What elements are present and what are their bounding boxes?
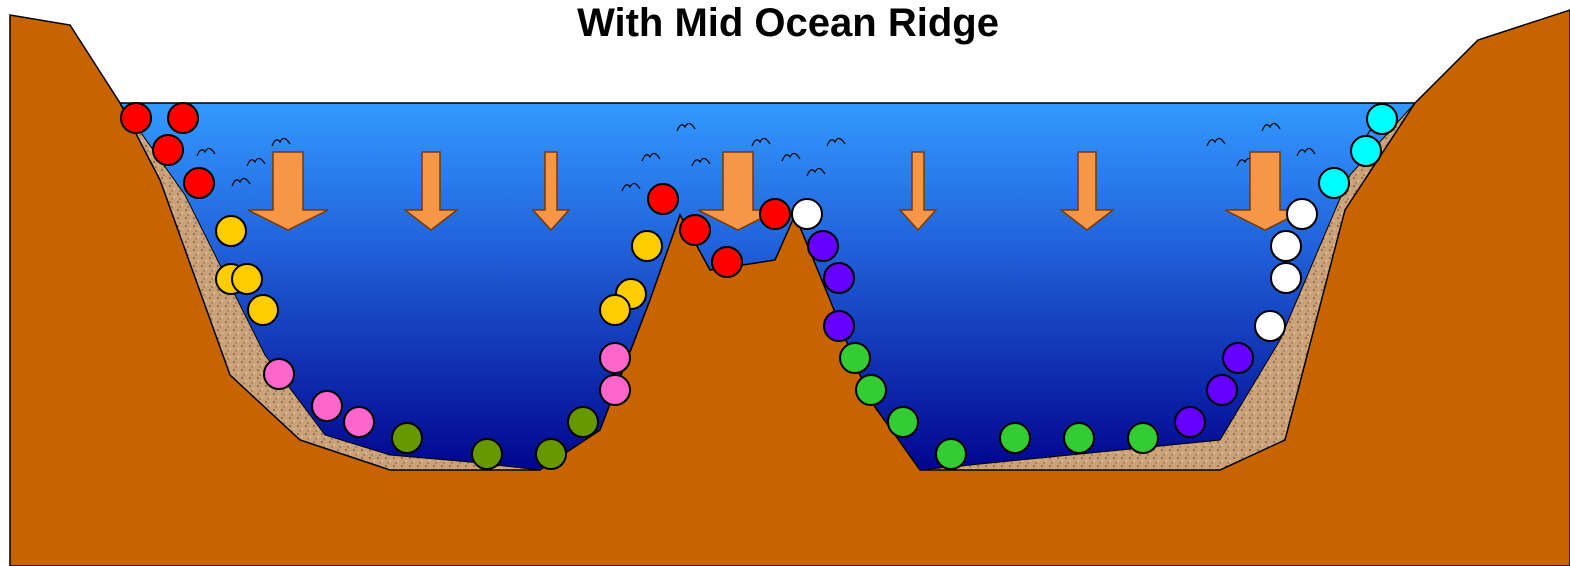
- organism-ball: [792, 199, 822, 229]
- organism-ball: [1271, 231, 1301, 261]
- organism-ball: [536, 439, 566, 469]
- organism-ball: [808, 231, 838, 261]
- organism-ball: [824, 263, 854, 293]
- organism-ball: [1175, 407, 1205, 437]
- organism-ball: [1271, 263, 1301, 293]
- organism-ball: [568, 407, 598, 437]
- organism-ball: [888, 407, 918, 437]
- organism-ball: [1319, 168, 1349, 198]
- organism-ball: [153, 135, 183, 165]
- organism-ball: [392, 423, 422, 453]
- organism-ball: [1000, 423, 1030, 453]
- organism-ball: [184, 168, 214, 198]
- organism-ball: [1287, 199, 1317, 229]
- title: With Mid Ocean Ridge: [577, 1, 999, 45]
- organism-ball: [1223, 343, 1253, 373]
- organism-ball: [760, 199, 790, 229]
- organism-ball: [1128, 423, 1158, 453]
- organism-ball: [632, 231, 662, 261]
- organism-ball: [1207, 375, 1237, 405]
- organism-ball: [680, 215, 710, 245]
- organism-ball: [216, 216, 246, 246]
- organism-ball: [312, 391, 342, 421]
- organism-ball: [232, 264, 262, 294]
- organism-ball: [264, 359, 294, 389]
- diagram: With Mid Ocean Ridge: [0, 0, 1570, 566]
- organism-ball: [600, 295, 630, 325]
- organism-ball: [936, 439, 966, 469]
- organism-ball: [1351, 136, 1381, 166]
- organism-ball: [121, 103, 151, 133]
- organism-ball: [648, 184, 678, 214]
- organism-ball: [856, 375, 886, 405]
- organism-ball: [1367, 104, 1397, 134]
- organism-ball: [712, 247, 742, 277]
- organism-ball: [168, 103, 198, 133]
- organism-ball: [472, 439, 502, 469]
- page: With Mid Ocean Ridge (() => { const data…: [0, 0, 1570, 566]
- organism-ball: [824, 311, 854, 341]
- organism-ball: [248, 295, 278, 325]
- organism-ball: [600, 343, 630, 373]
- organism-ball: [600, 375, 630, 405]
- organism-ball: [1255, 311, 1285, 341]
- organism-ball: [344, 407, 374, 437]
- organism-ball: [1064, 423, 1094, 453]
- organism-ball: [840, 343, 870, 373]
